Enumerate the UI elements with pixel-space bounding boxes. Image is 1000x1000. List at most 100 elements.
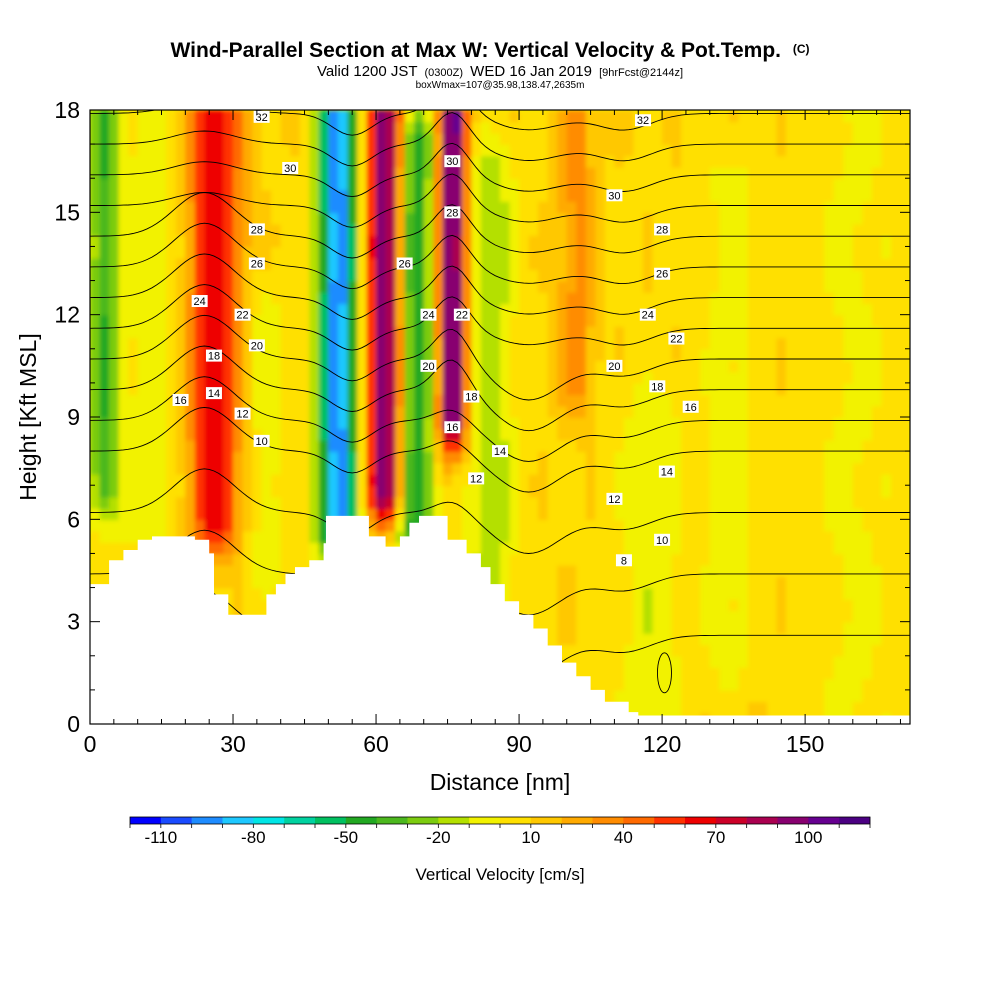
w-cell bbox=[576, 144, 587, 157]
w-cell bbox=[528, 610, 539, 623]
w-cell bbox=[461, 360, 473, 373]
w-cell bbox=[719, 314, 730, 327]
w-cell bbox=[147, 428, 158, 441]
w-cell bbox=[357, 314, 368, 327]
w-cell bbox=[252, 405, 263, 418]
w-cell bbox=[738, 621, 749, 634]
w-cell bbox=[252, 530, 263, 543]
w-cell bbox=[862, 223, 873, 236]
w-cell bbox=[881, 633, 892, 646]
w-cell bbox=[137, 212, 148, 225]
w-cell bbox=[585, 337, 597, 350]
w-cell bbox=[690, 462, 701, 475]
w-cell bbox=[900, 473, 910, 487]
w-cell bbox=[442, 132, 454, 145]
w-cell bbox=[690, 530, 701, 543]
w-cell bbox=[233, 496, 244, 509]
w-cell bbox=[662, 360, 673, 373]
w-cell bbox=[290, 417, 301, 430]
w-cell bbox=[528, 166, 539, 180]
w-cell bbox=[414, 473, 425, 487]
w-cell bbox=[404, 132, 415, 145]
w-cell bbox=[99, 326, 110, 339]
w-cell bbox=[385, 371, 396, 384]
w-cell bbox=[109, 371, 120, 384]
w-cell bbox=[328, 485, 339, 498]
w-cell bbox=[99, 166, 110, 180]
w-cell bbox=[366, 417, 377, 430]
w-cell bbox=[900, 405, 910, 418]
w-cell bbox=[147, 257, 158, 270]
w-cell bbox=[233, 132, 244, 145]
w-cell bbox=[890, 132, 902, 145]
w-cell bbox=[833, 678, 844, 691]
w-cell bbox=[738, 269, 749, 282]
w-cell bbox=[881, 314, 892, 327]
w-cell bbox=[871, 417, 883, 430]
w-cell bbox=[557, 291, 568, 305]
w-cell bbox=[461, 280, 473, 293]
w-cell bbox=[471, 439, 482, 452]
w-cell bbox=[433, 189, 444, 202]
w-cell bbox=[900, 678, 910, 691]
w-cell bbox=[442, 178, 454, 191]
w-cell bbox=[719, 155, 730, 168]
w-cell bbox=[357, 178, 368, 191]
w-cell bbox=[147, 485, 158, 498]
w-cell bbox=[595, 655, 606, 668]
w-cell bbox=[709, 371, 721, 384]
w-cell bbox=[852, 110, 864, 123]
w-cell bbox=[204, 508, 215, 521]
w-cell bbox=[767, 587, 778, 600]
w-cell bbox=[709, 303, 721, 316]
w-cell bbox=[538, 166, 549, 180]
w-cell bbox=[538, 280, 549, 293]
theta-contour bbox=[90, 468, 910, 554]
w-cell bbox=[376, 212, 387, 225]
contour-label: 22 bbox=[234, 308, 251, 322]
w-cell bbox=[786, 576, 797, 589]
w-cell bbox=[423, 473, 434, 487]
w-cell bbox=[433, 428, 444, 441]
w-cell bbox=[395, 269, 406, 282]
w-cell bbox=[309, 166, 320, 180]
w-cell bbox=[271, 473, 282, 487]
w-cell bbox=[318, 473, 330, 487]
contour-label: 12 bbox=[234, 407, 251, 421]
w-cell bbox=[833, 223, 844, 236]
w-cell bbox=[480, 496, 492, 509]
w-cell bbox=[309, 542, 320, 555]
w-cell bbox=[480, 155, 492, 168]
w-cell bbox=[814, 405, 825, 418]
w-cell bbox=[414, 405, 425, 418]
w-cell bbox=[671, 291, 682, 305]
w-cell bbox=[166, 201, 177, 214]
w-cell bbox=[376, 462, 387, 475]
w-cell bbox=[709, 644, 721, 657]
w-cell bbox=[385, 223, 396, 236]
w-cell bbox=[681, 519, 692, 532]
w-cell bbox=[871, 326, 883, 339]
w-cell bbox=[433, 178, 444, 191]
w-cell bbox=[719, 621, 730, 634]
w-cell bbox=[633, 394, 644, 407]
w-cell bbox=[242, 155, 253, 168]
w-cell bbox=[147, 291, 158, 305]
w-cell bbox=[824, 166, 835, 180]
w-cell bbox=[309, 473, 320, 487]
w-cell bbox=[767, 485, 778, 498]
w-cell bbox=[776, 621, 787, 634]
w-cell bbox=[862, 564, 873, 577]
w-cell bbox=[156, 508, 167, 521]
w-cell bbox=[128, 280, 139, 293]
w-cell bbox=[824, 655, 835, 668]
w-cell bbox=[795, 462, 806, 475]
w-cell bbox=[728, 360, 740, 373]
w-cell bbox=[719, 223, 730, 236]
w-cell bbox=[328, 394, 339, 407]
w-cell bbox=[433, 473, 444, 487]
w-cell bbox=[99, 485, 110, 498]
w-cell bbox=[652, 326, 663, 339]
w-cell bbox=[299, 269, 311, 282]
w-cell bbox=[814, 576, 825, 589]
